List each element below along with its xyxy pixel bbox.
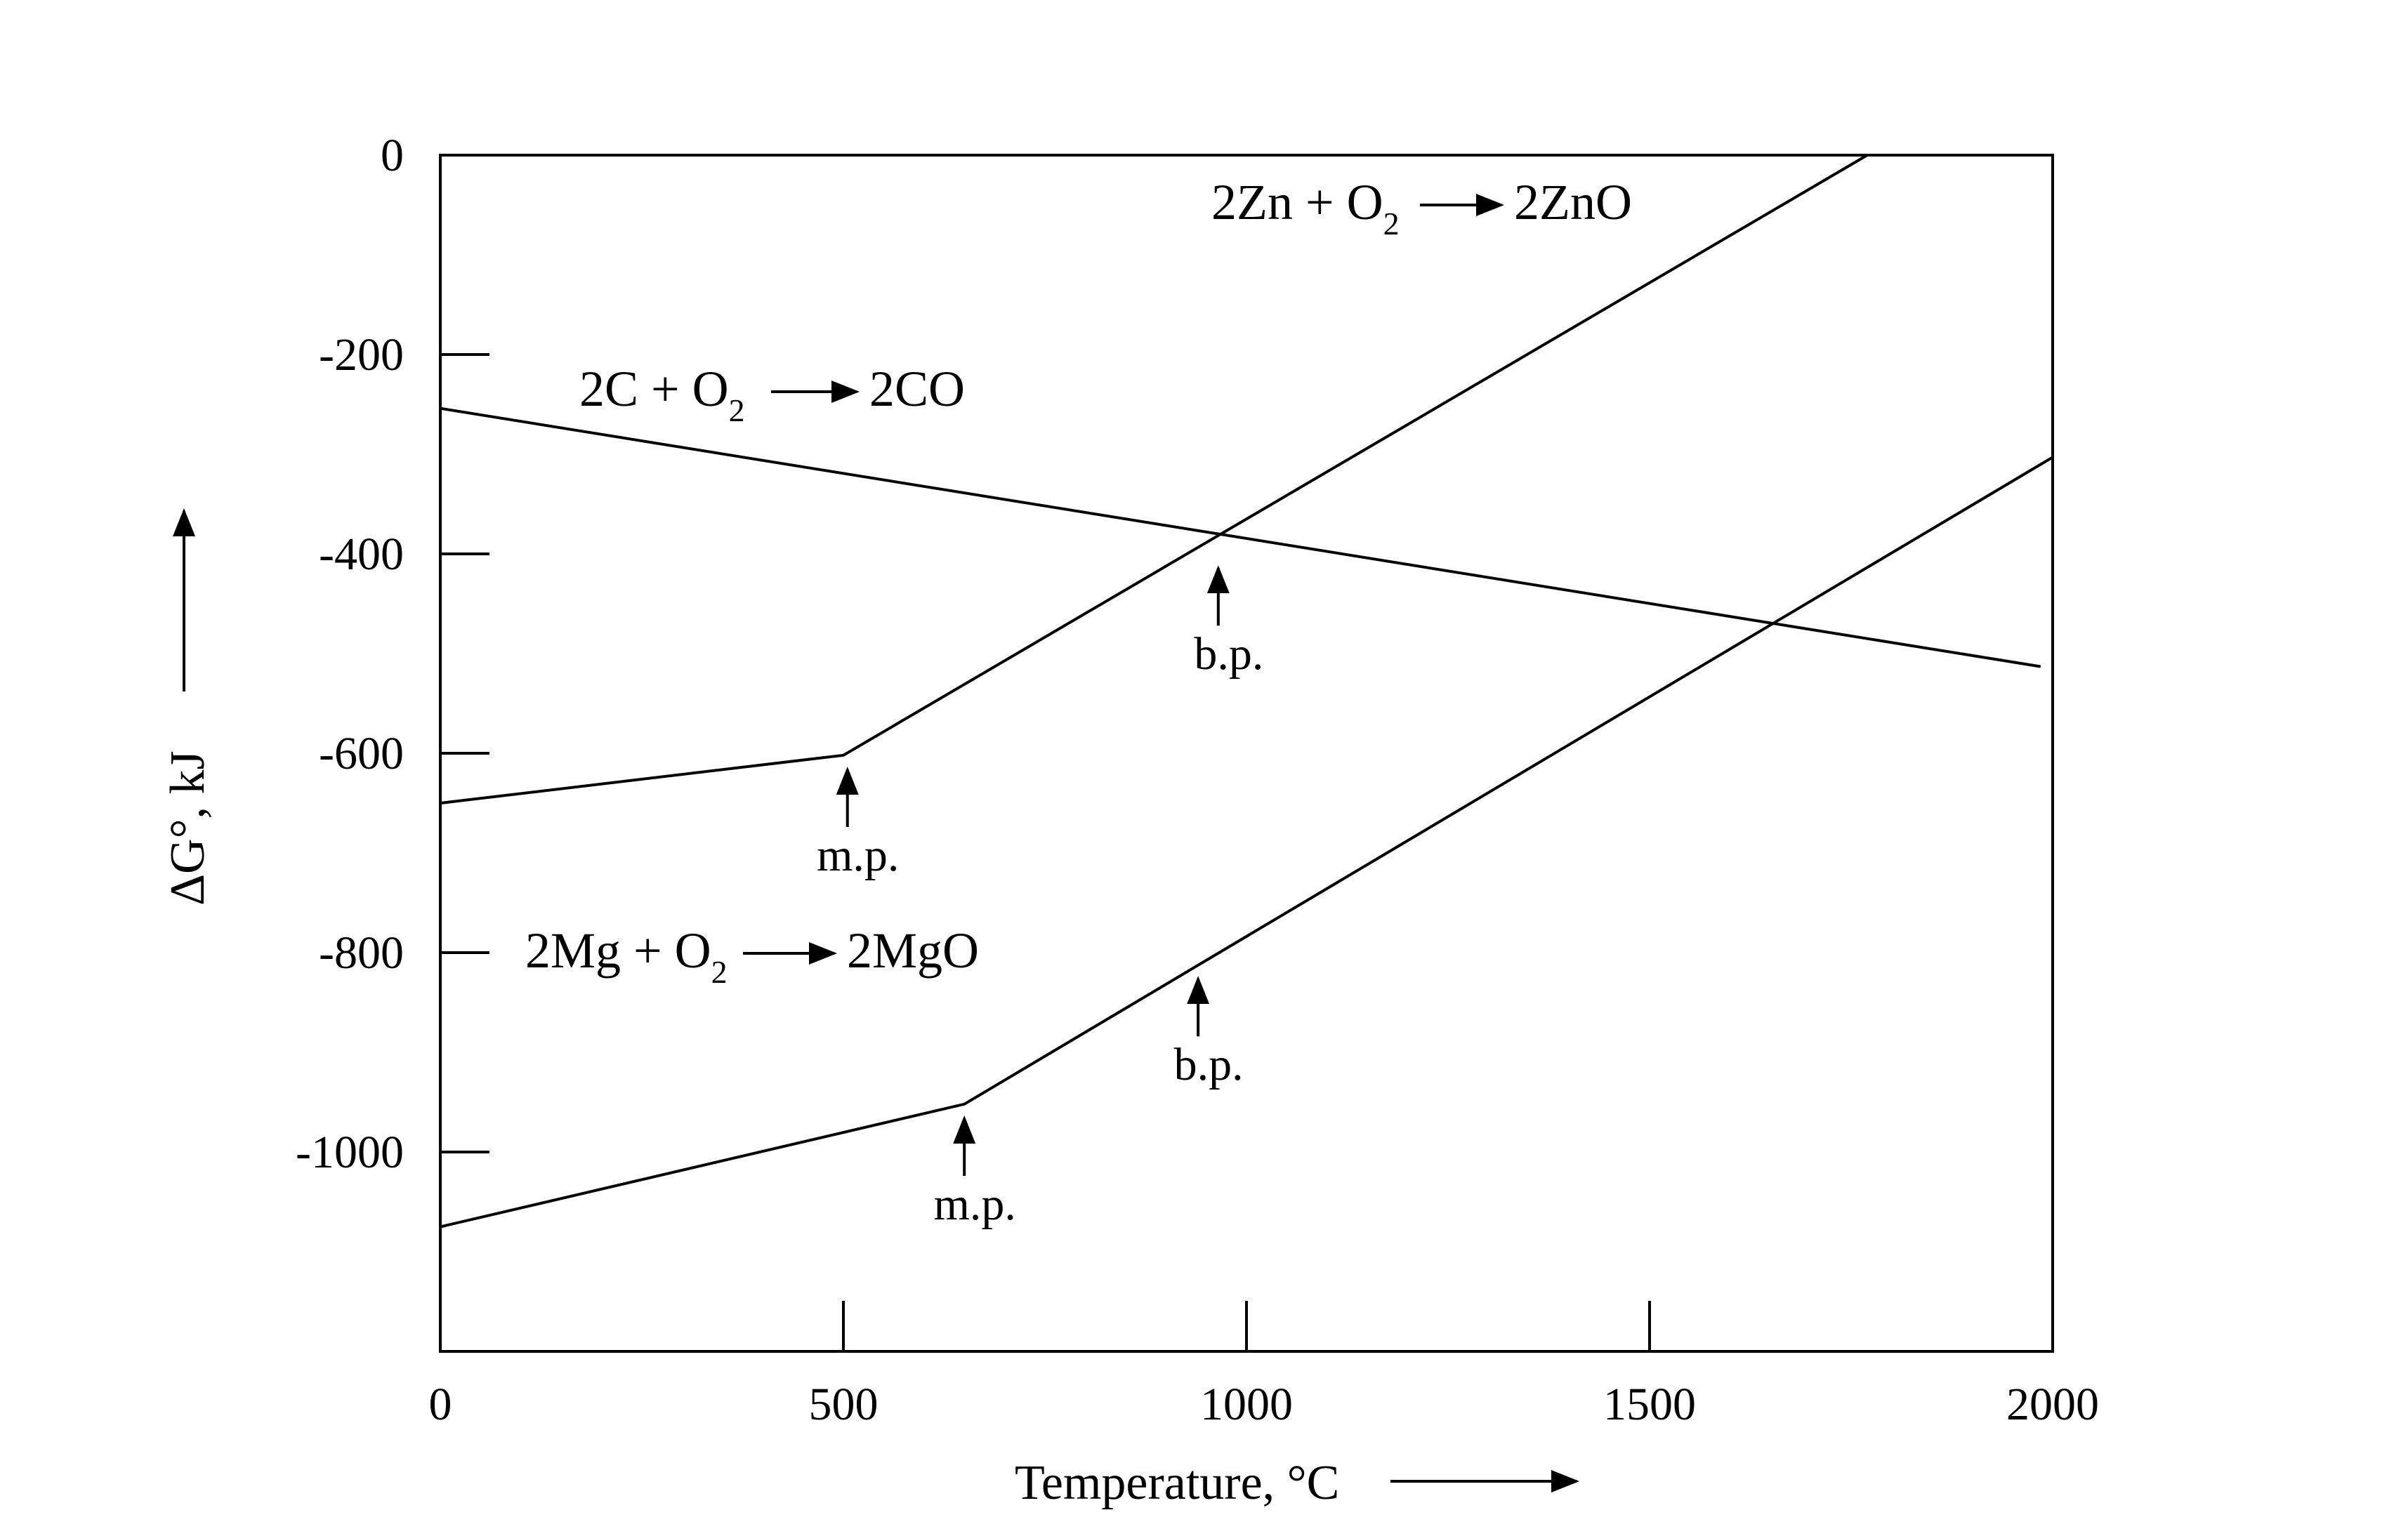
- svg-text:2Mg + O2: 2Mg + O2: [525, 922, 728, 990]
- x-tick-label: 0: [429, 1379, 452, 1430]
- svg-text:2Zn + O2: 2Zn + O2: [1211, 174, 1400, 241]
- melting-point-annotation: m.p.: [817, 767, 899, 881]
- reactants-text: 2Zn + O: [1211, 174, 1383, 230]
- reactants-text: 2C + O: [579, 361, 729, 417]
- y-axis-ticks: 0 -200 -400 -600 -800 -1000: [296, 130, 489, 1178]
- series-lines: [440, 154, 2054, 1229]
- annotations: b.p. m.p. b.p. m.p.: [817, 565, 1263, 1230]
- x-tick-label: 1000: [1200, 1379, 1293, 1430]
- y-axis-title: ΔG°, kJ: [161, 750, 215, 906]
- subscript-text: 2: [711, 954, 728, 990]
- x-tick-label: 1500: [1603, 1379, 1696, 1430]
- x-tick-label: 2000: [2006, 1379, 2099, 1430]
- annotation-text: m.p.: [817, 830, 899, 881]
- magnesium-reaction-label: 2Mg + O2 2MgO: [525, 922, 979, 990]
- svg-text:2C + O2: 2C + O2: [579, 361, 745, 428]
- y-tick-label: -400: [319, 529, 404, 580]
- products-text: 2MgO: [847, 922, 979, 979]
- annotation-text: b.p.: [1174, 1039, 1244, 1090]
- y-tick-label: -800: [319, 927, 404, 979]
- magnesium-oxidation-line: [440, 456, 2054, 1229]
- boiling-point-annotation: b.p.: [1174, 976, 1244, 1090]
- reactants-text: 2Mg + O: [525, 922, 711, 979]
- y-tick-label: -200: [319, 329, 404, 380]
- y-tick-label: -1000: [296, 1127, 404, 1178]
- plot-frame: [439, 154, 2054, 1353]
- annotation-text: m.p.: [934, 1179, 1016, 1230]
- subscript-text: 2: [1383, 206, 1400, 241]
- melting-point-annotation: m.p.: [934, 1116, 1016, 1230]
- annotation-text: b.p.: [1194, 628, 1263, 680]
- zinc-oxidation-line: [440, 154, 1869, 805]
- y-tick-label: 0: [381, 130, 404, 181]
- x-axis-ticks: 0 500 1000 1500 2000: [429, 1301, 2099, 1430]
- zinc-reaction-label: 2Zn + O2 2ZnO: [1211, 174, 1632, 241]
- boiling-point-annotation: b.p.: [1194, 565, 1263, 680]
- x-tick-label: 500: [809, 1379, 879, 1430]
- products-text: 2ZnO: [1514, 174, 1632, 230]
- y-tick-label: -600: [319, 728, 404, 779]
- x-axis-title: Temperature, °C: [1015, 1456, 1339, 1510]
- subscript-text: 2: [729, 392, 745, 428]
- products-text: 2CO: [869, 361, 965, 417]
- carbon-reaction-label: 2C + O2 2CO: [579, 361, 965, 428]
